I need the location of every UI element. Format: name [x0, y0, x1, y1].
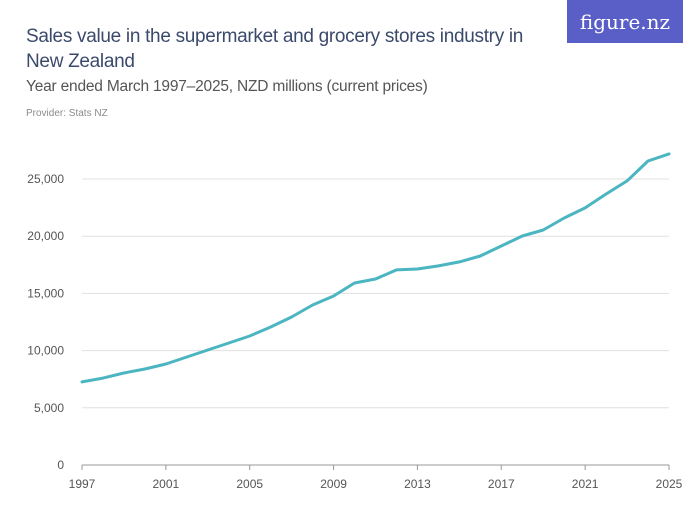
x-tick-label: 2005 — [236, 477, 263, 491]
x-tick-label: 2025 — [656, 477, 683, 491]
x-tick-label: 2021 — [572, 477, 599, 491]
x-tick-label: 2001 — [153, 477, 180, 491]
y-tick-label: 0 — [57, 458, 64, 472]
x-tick-label: 2013 — [404, 477, 431, 491]
y-tick-label: 25,000 — [27, 172, 64, 186]
x-tick-label: 1997 — [69, 477, 96, 491]
y-tick-label: 20,000 — [27, 229, 64, 243]
chart-title: Sales value in the supermarket and groce… — [26, 26, 524, 72]
chart-subtitle: Year ended March 1997–2025, NZD millions… — [26, 78, 428, 95]
y-tick-label: 10,000 — [27, 344, 64, 358]
x-tick-label: 2009 — [320, 477, 347, 491]
y-tick-label: 15,000 — [27, 286, 64, 300]
provider-label: Provider: Stats NZ — [26, 108, 108, 119]
figure-nz-logo[interactable]: figure.nz — [567, 0, 683, 43]
x-tick-label: 2017 — [488, 477, 515, 491]
sales-series-line — [80, 152, 671, 384]
y-tick-label: 5,000 — [34, 401, 64, 415]
